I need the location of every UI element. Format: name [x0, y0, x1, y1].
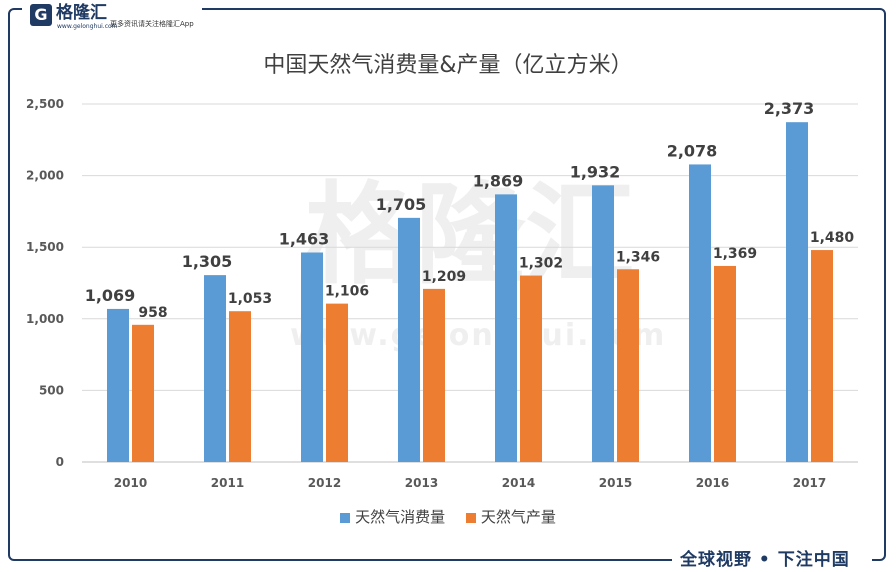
- y-tick-label: 1,500: [26, 240, 64, 254]
- bar-consumption: [786, 122, 808, 462]
- x-tick-label: 2013: [405, 476, 438, 490]
- footer-background: [672, 548, 872, 572]
- bar-consumption: [398, 217, 420, 462]
- legend-swatch-production: [465, 512, 476, 523]
- data-label-consumption: 1,869: [473, 171, 524, 190]
- bar-consumption: [592, 185, 614, 463]
- header-slogan: 更多资讯请关注格隆汇App: [110, 20, 194, 28]
- data-label-consumption: 2,078: [667, 141, 718, 160]
- x-tick-label: 2012: [308, 476, 341, 490]
- legend-item-consumption: 天然气消费量: [340, 506, 445, 527]
- data-label-production: 1,106: [325, 284, 369, 300]
- bar-production: [229, 311, 251, 462]
- data-label-production: 1,346: [616, 249, 660, 265]
- bar-production: [811, 250, 833, 462]
- logo-name: 格隆汇: [56, 3, 107, 23]
- bar-production: [326, 303, 348, 462]
- x-tick-label: 2014: [502, 476, 535, 490]
- legend-label-consumption: 天然气消费量: [355, 508, 446, 526]
- header-background: [22, 0, 202, 24]
- chart-title: 中国天然气消费量&产量（亿立方米）: [263, 53, 633, 78]
- y-tick-label: 2,500: [26, 97, 64, 111]
- legend-label-production: 天然气产量: [480, 508, 556, 526]
- data-label-production: 1,209: [422, 269, 466, 285]
- data-label-consumption: 1,305: [182, 252, 233, 271]
- bar-production: [714, 265, 736, 462]
- x-tick-label: 2011: [211, 476, 244, 490]
- page-frame: [8, 8, 886, 561]
- y-tick-label: 500: [39, 383, 64, 397]
- bar-production: [520, 275, 542, 462]
- bar-consumption: [689, 164, 711, 462]
- x-tick-label: 2016: [696, 476, 729, 490]
- bar-production: [132, 324, 154, 462]
- y-tick-label: 2,000: [26, 169, 64, 183]
- bar-consumption: [495, 194, 517, 463]
- data-label-production: 1,053: [228, 291, 272, 307]
- data-label-production: 958: [138, 305, 167, 321]
- bar-consumption: [107, 308, 129, 462]
- bar-consumption: [301, 252, 323, 462]
- data-label-production: 1,369: [713, 246, 757, 262]
- chart-legend: 天然气消费量 天然气产量: [0, 506, 896, 527]
- data-label-consumption: 1,932: [570, 162, 621, 181]
- data-label-consumption: 1,463: [279, 229, 330, 248]
- bar-production: [617, 269, 639, 462]
- y-tick-label: 0: [56, 455, 64, 469]
- legend-item-production: 天然气产量: [465, 506, 556, 527]
- data-label-production: 1,302: [519, 256, 563, 272]
- x-tick-label: 2017: [793, 476, 826, 490]
- data-label-production: 1,480: [810, 230, 855, 246]
- data-label-consumption: 1,069: [85, 286, 136, 305]
- bar-consumption: [204, 275, 226, 462]
- watermark-text: 格隆汇: [305, 171, 635, 299]
- data-label-consumption: 2,373: [764, 99, 815, 118]
- data-label-consumption: 1,705: [376, 195, 427, 214]
- logo-url: www.gelonghui.com: [57, 23, 118, 30]
- x-tick-label: 2015: [599, 476, 632, 490]
- x-tick-label: 2010: [114, 476, 147, 490]
- logo-mark: G: [30, 4, 52, 26]
- y-tick-label: 1,000: [26, 312, 64, 326]
- footer-slogan: 全球视野 • 下注中国: [680, 550, 850, 570]
- legend-swatch-consumption: [340, 512, 351, 523]
- bar-production: [423, 288, 445, 462]
